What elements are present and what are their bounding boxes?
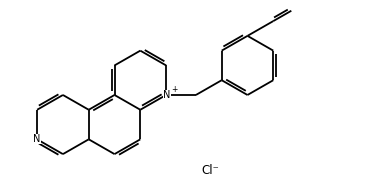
- Text: N: N: [163, 90, 171, 100]
- Text: +: +: [171, 85, 177, 94]
- Text: Cl⁻: Cl⁻: [201, 164, 219, 177]
- Text: N: N: [33, 134, 41, 144]
